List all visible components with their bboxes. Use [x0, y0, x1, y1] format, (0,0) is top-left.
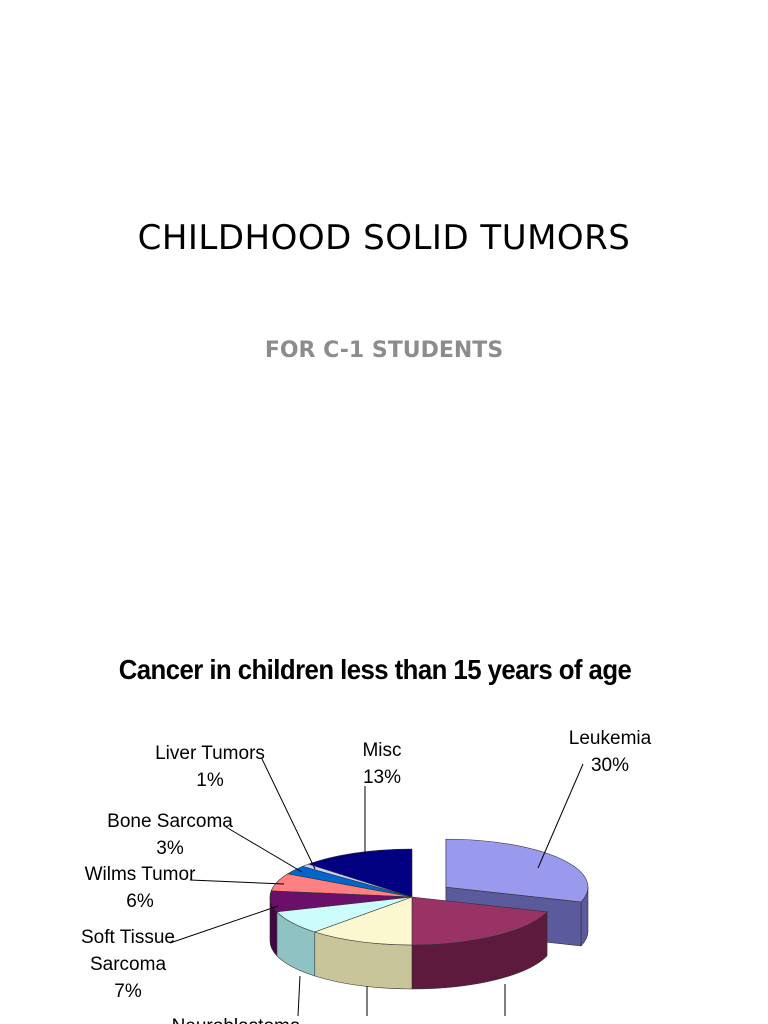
slice-label-line: Leukemia	[569, 728, 652, 749]
slice-label: Bone Sarcoma 3%	[107, 811, 303, 873]
pie-chart: Leukemia 30% Misc 13% Liver Tumors 1% Bone Sar…	[81, 728, 652, 1024]
slice-label-line: Liver Tumors	[155, 743, 265, 764]
slice-label-line: 7%	[114, 981, 142, 1002]
slice-label-text: Liver Tumors 1%	[155, 743, 265, 791]
slice-label-line: Wilms Tumor	[85, 864, 197, 885]
pie-slice-top	[313, 896, 413, 946]
slice-label-text: Neuroblastoma	[172, 1016, 301, 1024]
slice-label: Neuroblastoma	[172, 975, 301, 1024]
pie-slice-top	[411, 896, 548, 946]
slice-label: Misc 13%	[362, 740, 402, 854]
slice-label-line: 30%	[591, 755, 629, 776]
leader-line	[189, 879, 285, 885]
leader-line	[169, 905, 279, 944]
slice-label-line: 13%	[363, 767, 401, 788]
slice-label: Wilms Tumor 6%	[85, 864, 285, 912]
chart-slide: Cancer in children less than 15 years of…	[0, 576, 768, 1024]
leader-line	[225, 826, 303, 873]
pie-slice-lymphoma	[313, 896, 413, 990]
slice-label-line: Neuroblastoma	[172, 1016, 301, 1024]
slice-label-line: 6%	[126, 891, 154, 912]
slice-label-line: Sarcoma	[90, 954, 166, 975]
slide-title: CHILDHOOD SOLID TUMORS	[137, 218, 631, 258]
slice-label-text: Leukemia 30%	[569, 728, 652, 776]
slice-label-line: 1%	[196, 770, 224, 791]
slice-label-text: Soft Tissue Sarcoma 7%	[81, 927, 175, 1002]
title-slide: CHILDHOOD SOLID TUMORS FOR C-1 STUDENTS	[137, 218, 631, 363]
slice-label: Liver Tumors 1%	[155, 743, 316, 870]
slice-label-text: Misc 13%	[362, 740, 401, 788]
slice-label: Soft Tissue Sarcoma 7%	[81, 905, 279, 1002]
slice-label: Leukemia 30%	[537, 728, 652, 869]
slice-label-line: 3%	[156, 838, 184, 859]
pie-slice-misc	[307, 848, 413, 898]
slice-label-line: Soft Tissue	[81, 927, 175, 948]
chart-title: Cancer in children less than 15 years of…	[118, 654, 632, 685]
leader-line	[297, 975, 301, 1017]
pie-slice-top	[445, 838, 589, 903]
slice-label-text: Bone Sarcoma 3%	[107, 811, 233, 859]
pie-slice-top	[307, 848, 413, 898]
leader-line	[537, 763, 584, 869]
slide-subtitle: FOR C-1 STUDENTS	[264, 338, 504, 363]
slice-label-line: Misc	[362, 740, 401, 761]
slice-label-text: Wilms Tumor 6%	[85, 864, 197, 912]
leader-line	[261, 758, 316, 870]
slice-label-line: Bone Sarcoma	[107, 811, 233, 832]
pie-slice-cns	[411, 896, 548, 990]
